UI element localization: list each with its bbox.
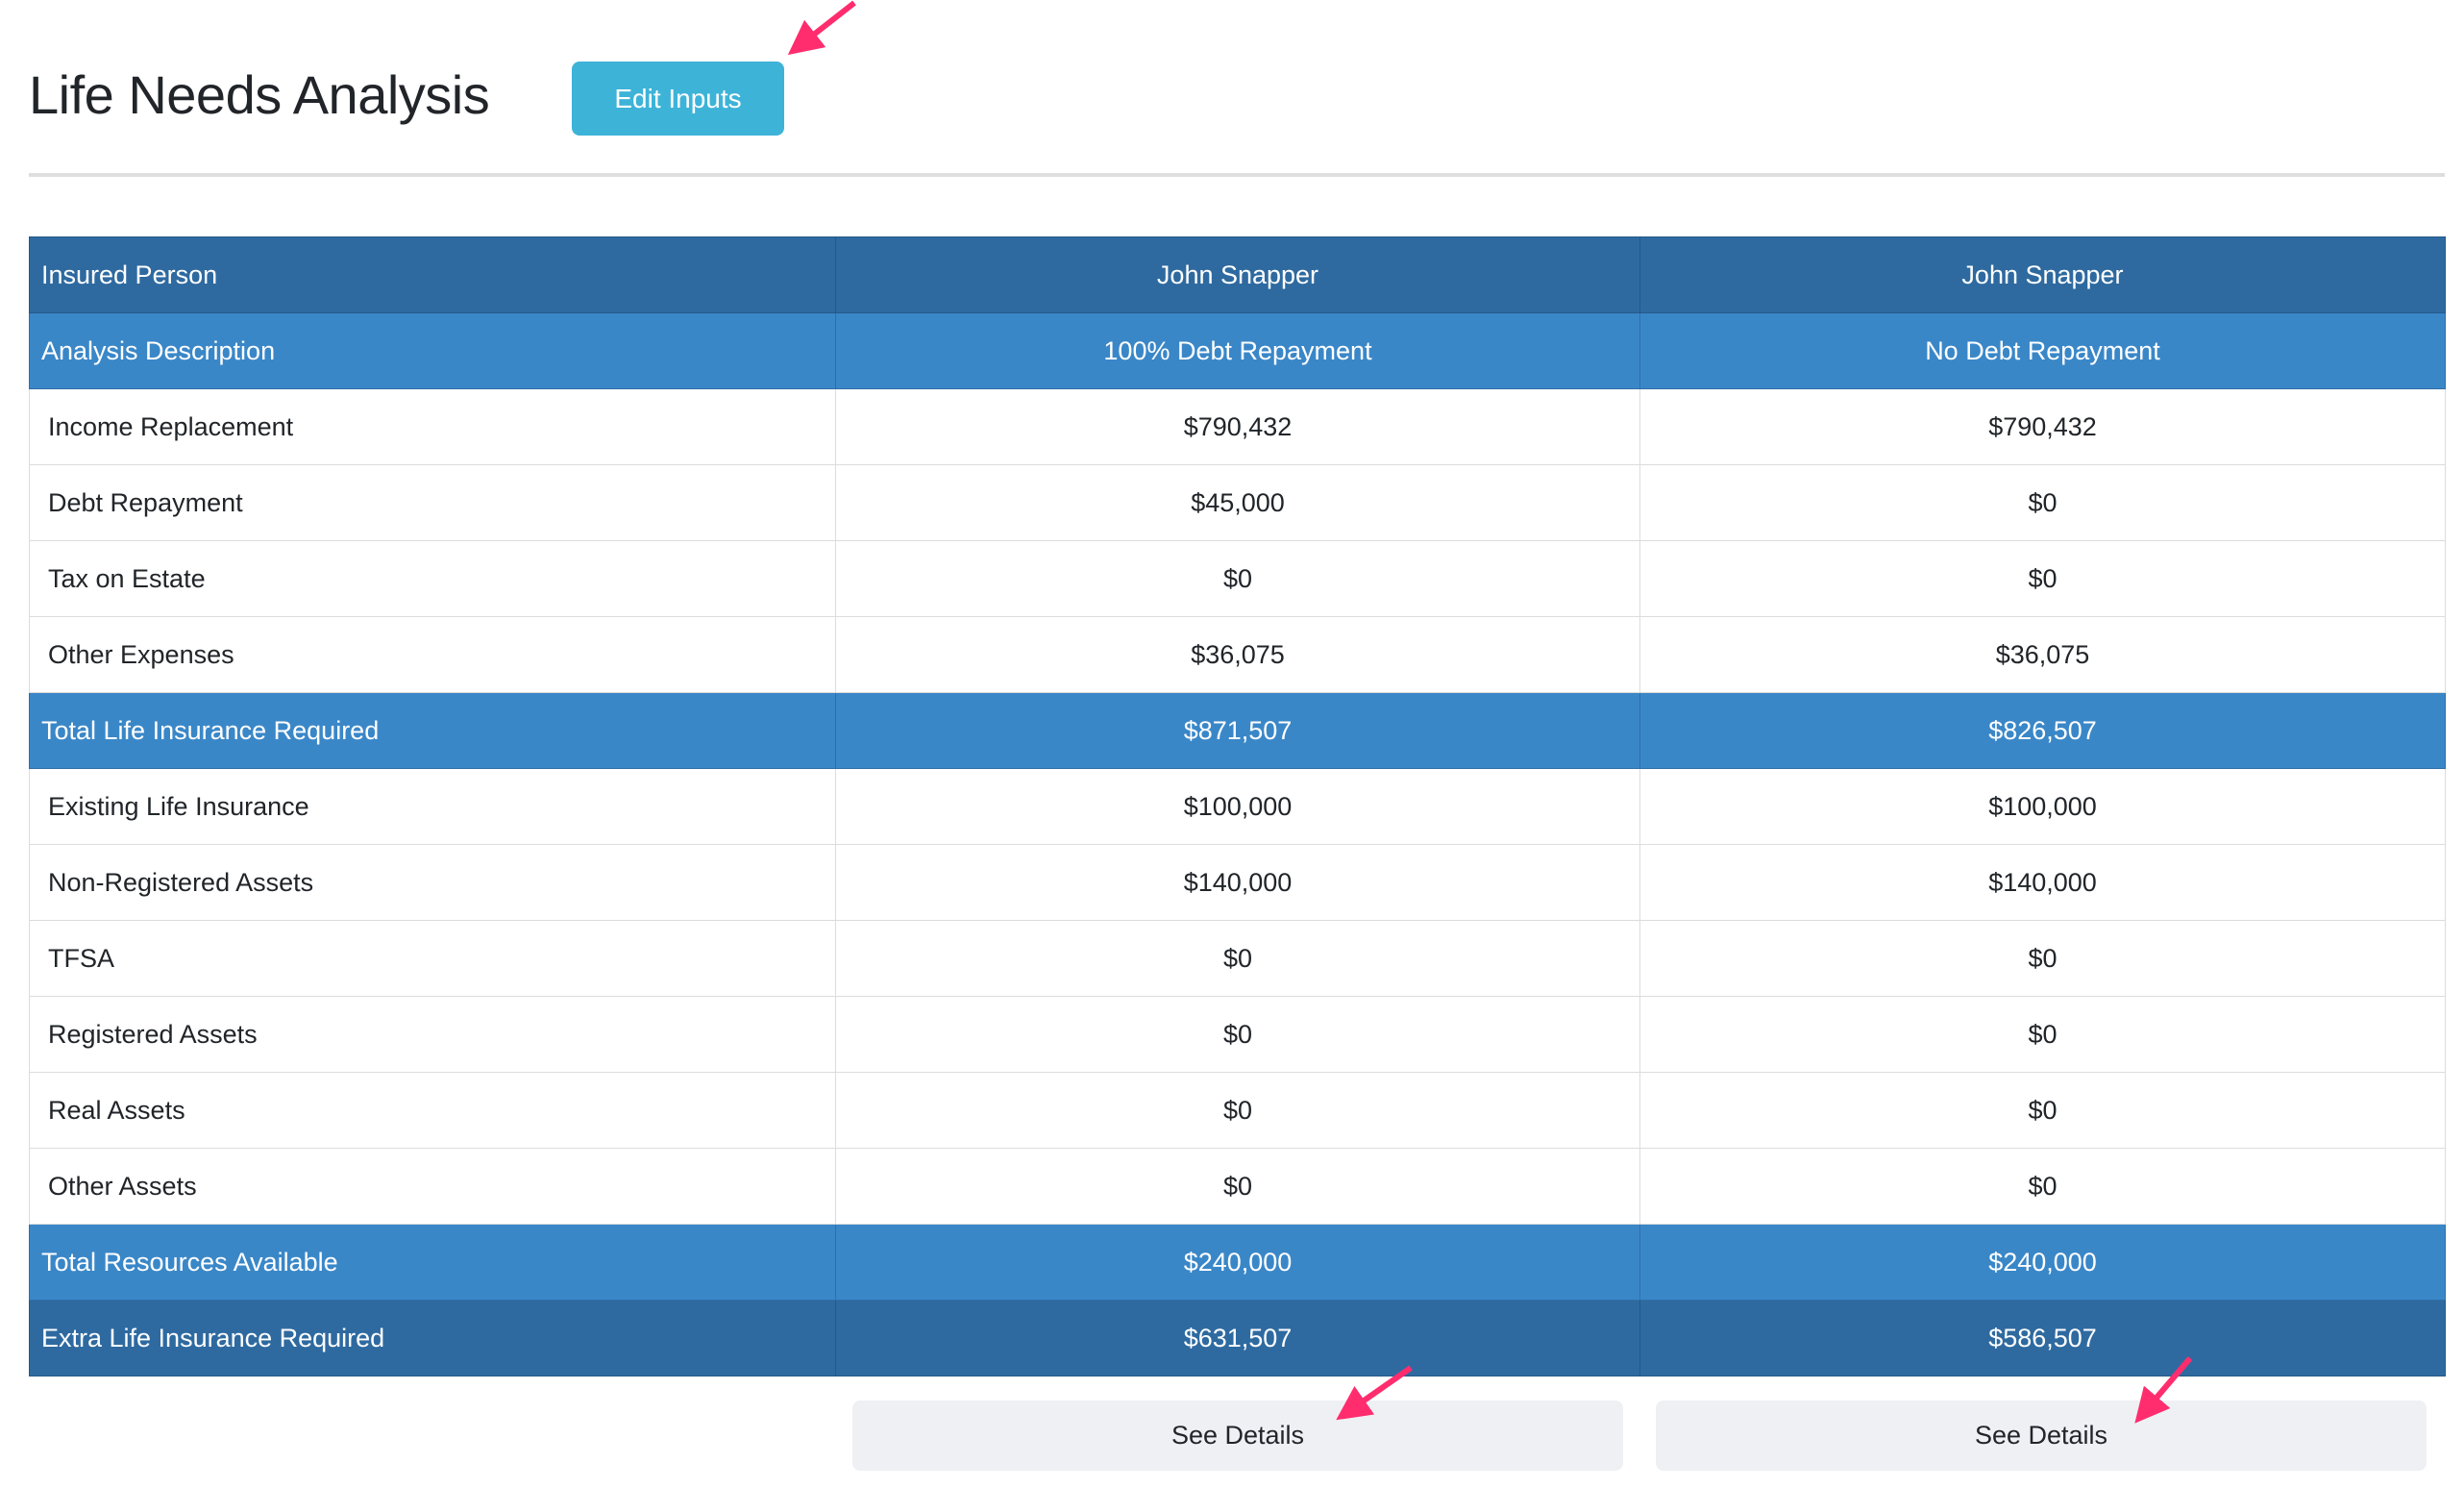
- table-row: Insured Person John Snapper John Snapper: [29, 236, 2446, 313]
- row-label: Income Replacement: [29, 388, 836, 465]
- see-details-button-1[interactable]: See Details: [852, 1401, 1623, 1471]
- row-value: $631,507: [835, 1300, 1640, 1376]
- row-label: Tax on Estate: [29, 540, 836, 617]
- row-value: $0: [1639, 540, 2446, 617]
- row-label: TFSA: [29, 920, 836, 997]
- table-row: Income Replacement $790,432 $790,432: [29, 388, 2446, 465]
- see-details-button-2[interactable]: See Details: [1656, 1401, 2427, 1471]
- row-value: $240,000: [835, 1224, 1640, 1301]
- row-value: $0: [1639, 1148, 2446, 1225]
- row-label: Insured Person: [29, 236, 836, 313]
- row-value: $0: [1639, 920, 2446, 997]
- row-value: $140,000: [1639, 844, 2446, 921]
- table-row: Existing Life Insurance $100,000 $100,000: [29, 768, 2446, 845]
- row-value: $0: [835, 1072, 1640, 1149]
- row-value: $826,507: [1639, 692, 2446, 769]
- row-value: $586,507: [1639, 1300, 2446, 1376]
- table-row: Total Life Insurance Required $871,507 $82…: [29, 692, 2446, 769]
- row-value: $0: [835, 540, 1640, 617]
- row-value: $871,507: [835, 692, 1640, 769]
- row-value: $0: [835, 1148, 1640, 1225]
- table-row: Registered Assets $0 $0: [29, 996, 2446, 1073]
- arrow-icon: [787, 0, 856, 56]
- row-value: $45,000: [835, 464, 1640, 541]
- row-value: $790,432: [835, 388, 1640, 465]
- row-label: Analysis Description: [29, 312, 836, 389]
- table-row: Real Assets $0 $0: [29, 1072, 2446, 1149]
- row-value: John Snapper: [835, 236, 1640, 313]
- table-row: Analysis Description 100% Debt Repayment N…: [29, 312, 2446, 389]
- table-row: Extra Life Insurance Required $631,507 $58…: [29, 1300, 2446, 1376]
- table-row: Total Resources Available $240,000 $240,00…: [29, 1224, 2446, 1301]
- table-row: TFSA $0 $0: [29, 920, 2446, 997]
- row-value: $0: [835, 996, 1640, 1073]
- edit-inputs-button[interactable]: Edit Inputs: [572, 62, 784, 136]
- row-label: Debt Repayment: [29, 464, 836, 541]
- row-value: $0: [835, 920, 1640, 997]
- row-label: Real Assets: [29, 1072, 836, 1149]
- table-row: Other Expenses $36,075 $36,075: [29, 616, 2446, 693]
- row-value: $36,075: [1639, 616, 2446, 693]
- row-value: 100% Debt Repayment: [835, 312, 1640, 389]
- table-row: Non-Registered Assets $140,000 $140,000: [29, 844, 2446, 921]
- table-row: Other Assets $0 $0: [29, 1148, 2446, 1225]
- row-value: $100,000: [1639, 768, 2446, 845]
- row-label: Existing Life Insurance: [29, 768, 836, 845]
- table-row: Debt Repayment $45,000 $0: [29, 464, 2446, 541]
- row-label: Extra Life Insurance Required: [29, 1300, 836, 1376]
- row-value: $240,000: [1639, 1224, 2446, 1301]
- row-value: $0: [1639, 464, 2446, 541]
- row-label: Other Expenses: [29, 616, 836, 693]
- row-label: Total Resources Available: [29, 1224, 836, 1301]
- table-row: Tax on Estate $0 $0: [29, 540, 2446, 617]
- row-value: $790,432: [1639, 388, 2446, 465]
- row-value: $100,000: [835, 768, 1640, 845]
- row-value: $0: [1639, 996, 2446, 1073]
- row-value: John Snapper: [1639, 236, 2446, 313]
- row-label: Total Life Insurance Required: [29, 692, 836, 769]
- row-value: No Debt Repayment: [1639, 312, 2446, 389]
- row-value: $140,000: [835, 844, 1640, 921]
- page-title: Life Needs Analysis: [29, 64, 490, 125]
- row-value: $36,075: [835, 616, 1640, 693]
- divider: [29, 173, 2445, 177]
- row-label: Registered Assets: [29, 996, 836, 1073]
- row-label: Other Assets: [29, 1148, 836, 1225]
- row-value: $0: [1639, 1072, 2446, 1149]
- row-label: Non-Registered Assets: [29, 844, 836, 921]
- analysis-table: Insured Person John Snapper John Snapper An…: [29, 236, 2446, 1376]
